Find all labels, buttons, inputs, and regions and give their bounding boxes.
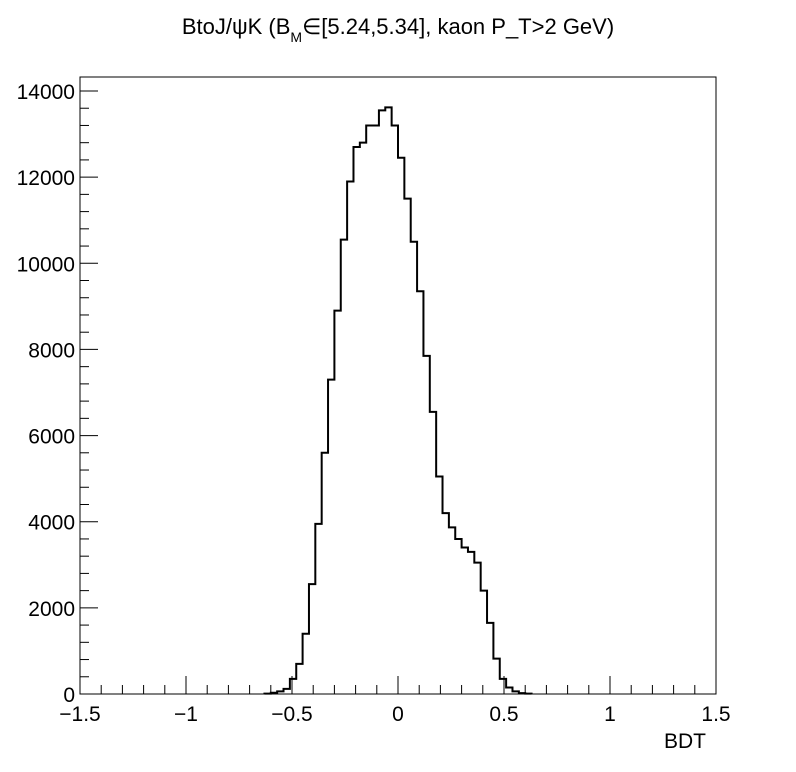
- y-tick-label: 4000: [28, 512, 75, 535]
- tick-labels: −1.5 −1 −0.5 0 0.5 1 1.5 0 2000 4000 6000 8000 10000…: [17, 81, 731, 726]
- x-tick-label: 1.5: [701, 703, 730, 726]
- histogram-bin: [455, 539, 461, 694]
- y-tick-label: 8000: [28, 339, 75, 362]
- histogram-bin: [360, 143, 366, 694]
- histogram-bin: [404, 199, 410, 694]
- histogram-outline: [263, 106, 533, 695]
- histogram-bin: [398, 158, 404, 694]
- y-tick-label: 2000: [28, 598, 75, 621]
- chart-title-prefix: BtoJ/ψK (B: [181, 14, 291, 39]
- y-tick-label: 6000: [28, 426, 75, 449]
- histogram-bin: [392, 125, 398, 694]
- histogram-bin: [353, 147, 359, 694]
- y-tick-label: 10000: [17, 253, 75, 276]
- histogram-bin: [379, 110, 385, 694]
- x-tick-label: 0.5: [489, 703, 518, 726]
- x-tick-label: 0: [392, 703, 404, 726]
- histogram-bin: [385, 107, 391, 694]
- histogram-bin: [347, 181, 353, 694]
- x-tick-label: 1: [604, 703, 616, 726]
- axis-ticks: [79, 90, 717, 695]
- histogram-bin: [366, 125, 372, 694]
- histogram-bin: [411, 242, 417, 694]
- histogram-bin: [468, 552, 474, 694]
- x-tick-label: −1: [174, 703, 198, 726]
- histogram-bin: [462, 548, 468, 694]
- plot-frame: [79, 76, 717, 695]
- x-tick-label: −0.5: [271, 703, 312, 726]
- chart-title-subscript: M: [290, 29, 303, 45]
- histogram-bin: [443, 513, 449, 694]
- histogram-bins: [264, 107, 531, 694]
- histogram-bin: [449, 527, 455, 694]
- y-tick-label: 0: [63, 684, 75, 707]
- x-tick-label: −1.5: [59, 703, 100, 726]
- x-axis-title: BDT: [664, 730, 706, 753]
- histogram-bin: [373, 125, 379, 694]
- chart-title: BtoJ/ψK (BM∈[5.24,5.34], kaon P_T>2 GeV): [0, 14, 796, 45]
- y-tick-label: 12000: [17, 167, 75, 190]
- chart-title-suffix: ∈[5.24,5.34], kaon P_T>2 GeV): [302, 14, 615, 39]
- y-tick-label: 14000: [17, 81, 75, 104]
